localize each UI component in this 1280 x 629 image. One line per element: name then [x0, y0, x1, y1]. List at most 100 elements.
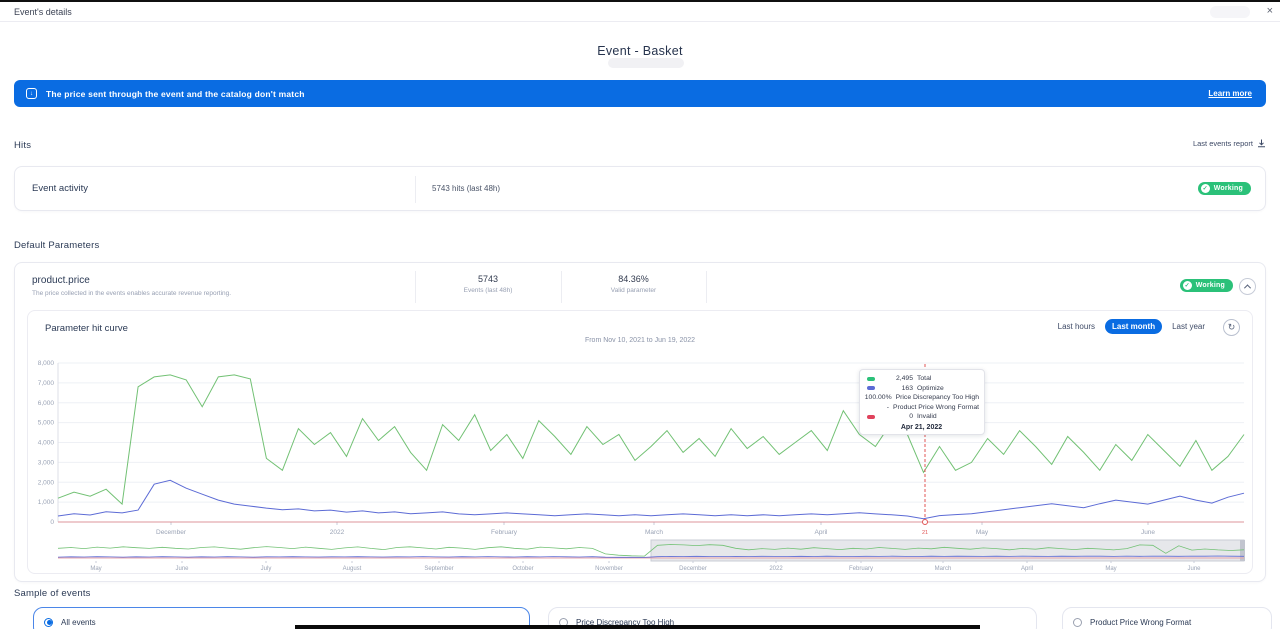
total-series-marker — [866, 376, 875, 381]
valid-stat-value: 84.36% — [618, 274, 649, 284]
check-icon: ✓ — [1182, 281, 1192, 290]
last-events-report-link[interactable]: Last events report — [1193, 139, 1266, 148]
mini-axis-label: April — [1021, 566, 1033, 572]
mini-axis-label: July — [261, 566, 272, 572]
chart-title: Parameter hit curve — [45, 323, 128, 334]
parameter-description: The price collected in the events enable… — [32, 290, 232, 297]
parameter-status-label: Working — [1195, 282, 1225, 289]
y-axis-tick: 4,000 — [38, 440, 55, 447]
tooltip-label: Invalid — [917, 413, 937, 421]
collapse-button[interactable] — [1239, 278, 1256, 295]
tooltip-value: 0 — [909, 413, 913, 421]
price-mismatch-banner: ↓ The price sent through the event and t… — [14, 80, 1266, 107]
mini-axis-label: March — [935, 566, 952, 572]
range-last-year-button[interactable]: Last year — [1172, 322, 1205, 331]
mini-axis-label: June — [175, 566, 189, 572]
y-axis-tick: 3,000 — [38, 459, 55, 466]
mini-axis-label: May — [90, 566, 101, 572]
hits-heading: Hits — [14, 140, 32, 151]
divider — [706, 271, 707, 303]
chevron-up-icon — [1243, 284, 1252, 292]
divider — [561, 271, 562, 303]
radio-icon[interactable] — [1073, 617, 1082, 627]
tooltip-label: Optimize — [917, 384, 944, 392]
tooltip-value: 100.00% — [864, 394, 892, 402]
banner-text: The price sent through the event and the… — [46, 88, 305, 99]
tooltip-row: 163 Optimize — [864, 384, 979, 394]
hover-tick-label: 21 — [922, 530, 928, 536]
bottom-bar — [295, 625, 980, 629]
range-last-hours-button[interactable]: Last hours — [1057, 322, 1095, 331]
check-icon: ✓ — [1200, 184, 1210, 193]
mini-brush-handle[interactable] — [1240, 540, 1245, 561]
mini-axis-label: September — [424, 566, 453, 572]
tooltip-row: 0 Invalid — [864, 412, 979, 422]
range-last-month-button[interactable]: Last month — [1104, 319, 1163, 334]
mini-timeline-svg: May June July August September October Novembe… — [57, 539, 1245, 572]
close-icon[interactable]: × — [1266, 5, 1273, 17]
mini-series-total-line — [57, 544, 1245, 557]
chart-date-range: From Nov 10, 2021 to Jun 19, 2022 — [584, 337, 696, 344]
page-title: Event - Basket — [597, 44, 683, 58]
mini-axis-label: December — [679, 566, 707, 572]
series-total-line — [57, 374, 1245, 506]
mini-axis-label: May — [1105, 566, 1116, 572]
chart-tooltip: 2,495 Total 163 Optimize 100.00% Price D… — [859, 369, 985, 435]
alert-icon: ↓ — [26, 88, 37, 99]
mini-axis-label: February — [849, 566, 873, 572]
optimize-series-marker — [866, 386, 875, 391]
radio-selected-icon[interactable] — [44, 617, 53, 627]
events-stat-value: 5743 — [477, 274, 499, 284]
sample-option-price-discrepancy[interactable]: Price Discrepancy Too High — [548, 607, 1037, 629]
refresh-button[interactable]: ↻ — [1223, 319, 1240, 336]
download-icon — [1258, 139, 1265, 148]
title-skeleton — [608, 58, 684, 68]
tooltip-label: Product Price Wrong Format — [893, 403, 979, 411]
tooltip-label: Price Discrepancy Too High — [895, 394, 979, 402]
window-title: Event's details — [14, 7, 72, 17]
event-activity-value: 5743 hits (last 48h) — [432, 184, 501, 193]
y-axis-tick: 5,000 — [38, 420, 55, 427]
parameter-name: product.price — [32, 275, 90, 286]
valid-stat: 84.36% Valid parameter — [561, 274, 706, 294]
mini-axis-label: November — [595, 566, 623, 572]
y-axis-tick: 0 — [50, 519, 54, 526]
sample-option-all-events[interactable]: All events — [33, 607, 530, 629]
y-axis-tick: 8,000 — [38, 360, 55, 367]
time-range-group: Last hours Last month Last year — [1051, 319, 1212, 334]
status-badge: ✓ Working — [1197, 182, 1251, 195]
y-axis-tick: 7,000 — [38, 380, 55, 387]
tooltip-label: Total — [917, 375, 932, 383]
hover-marker — [922, 519, 928, 525]
default-parameters-heading: Default Parameters — [14, 240, 100, 251]
divider — [415, 271, 416, 303]
sample-of-events-heading: Sample of events — [14, 588, 91, 599]
invalid-series-marker — [866, 414, 875, 419]
sample-option-wrong-format[interactable]: Product Price Wrong Format — [1062, 607, 1272, 629]
tooltip-row: - Product Price Wrong Format — [864, 403, 979, 413]
tooltip-row: 2,495 Total — [864, 374, 979, 384]
x-axis-label: April — [814, 529, 828, 536]
x-axis-label: June — [1141, 529, 1155, 536]
x-axis-label: March — [645, 529, 663, 536]
header-action-placeholder — [1210, 6, 1250, 18]
tooltip-value: 163 — [901, 384, 913, 392]
status-badge-label: Working — [1213, 185, 1243, 192]
divider — [415, 176, 416, 203]
events-stat: 5743 Events (last 48h) — [415, 274, 561, 294]
learn-more-link[interactable]: Learn more — [1208, 89, 1252, 98]
window-title-bar: Event's details × — [0, 0, 1280, 22]
y-axis-tick: 2,000 — [38, 479, 55, 486]
tooltip-value: 2,495 — [895, 375, 913, 383]
tooltip-value: - — [886, 403, 889, 411]
option-label: All events — [61, 617, 96, 627]
y-axis-tick: 6,000 — [38, 400, 55, 407]
mini-axis-label: 2022 — [769, 566, 783, 572]
status-badge: ✓ Working — [1179, 279, 1233, 292]
parameter-hit-curve-panel: Parameter hit curve Last hours Last mont… — [27, 310, 1253, 574]
main-chart-svg: 0 1,000 2,000 3,000 4,000 5,000 6,000 7,000 8,00… — [38, 360, 1245, 536]
report-link-label: Last events report — [1192, 139, 1253, 148]
x-axis-label: 2022 — [330, 529, 345, 536]
valid-stat-label: Valid parameter — [610, 287, 657, 294]
